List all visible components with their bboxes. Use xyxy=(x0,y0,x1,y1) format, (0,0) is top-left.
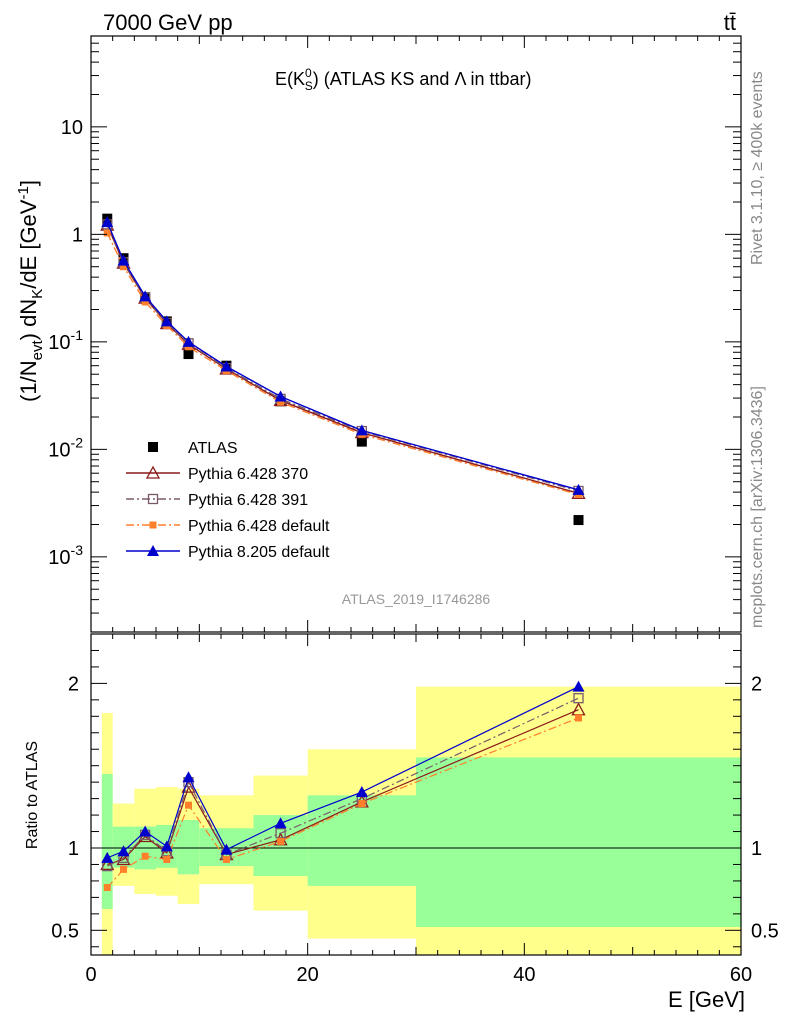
legend: ATLAS Pythia 6.428 370 Pythia 6.428 391 Pyt… xyxy=(126,440,330,561)
point-pythia-8-205-default xyxy=(101,216,114,228)
ratio-point-pythia-8-205-default xyxy=(220,843,233,855)
ratio-uncertainty-bands xyxy=(101,686,741,955)
series-line-pythia-6-428-default xyxy=(106,232,579,496)
legend-label-atlas: ATLAS xyxy=(188,440,238,457)
ratio-point-pythia-6-428-391 xyxy=(275,828,286,839)
x-tick-label: 20 xyxy=(297,964,319,986)
ratio-y-tick-label: 2 xyxy=(68,673,79,695)
ratio-point-pythia-6-428-default xyxy=(141,852,149,860)
point-pythia-8-205-default xyxy=(355,424,368,436)
ratio-point-pythia-6-428-default xyxy=(163,856,171,864)
ratio-plot xyxy=(91,680,741,892)
xlabel: E [GeV] xyxy=(668,987,745,1012)
point-pythia-8-205-default xyxy=(274,390,287,402)
legend-label-pythia-6-428-default: Pythia 6.428 default xyxy=(188,518,330,535)
y-tick-label: 10 xyxy=(61,117,83,139)
ratio-point-pythia-8-205-default xyxy=(274,817,287,829)
ratio-point-pythia-6-428-default xyxy=(575,714,582,722)
legend-marker-atlas xyxy=(148,442,158,452)
y-tick-label: 10-3 xyxy=(48,542,83,569)
ratio-y-tick-label: 0.5 xyxy=(51,920,79,942)
legend-marker-pythia-6-428-391 xyxy=(147,493,159,505)
legend-marker-pythia-8-205-default xyxy=(147,545,159,556)
legend-marker-pythia-6-428-370 xyxy=(145,465,161,479)
ratio-point-pythia-8-205-default xyxy=(160,840,173,852)
ratio-band-inner xyxy=(177,820,200,875)
point-pythia-8-205-default xyxy=(117,254,130,266)
ratio-point-pythia-6-428-default xyxy=(103,884,111,892)
point-pythia-8-205-default xyxy=(182,335,195,347)
x-tick-label: 0 xyxy=(85,964,96,986)
ratio-ylabel: Ratio to ATLAS xyxy=(24,741,41,849)
ratio-band-inner xyxy=(307,795,416,886)
ratio-band-inner xyxy=(416,757,741,928)
point-atlas xyxy=(573,515,584,526)
rivet-label: Rivet 3.1.10, ≥ 400k events xyxy=(749,71,766,265)
point-atlas xyxy=(356,436,367,447)
ratio-point-pythia-8-205-default xyxy=(572,680,585,692)
x-tick-label: 40 xyxy=(513,964,535,986)
series-line-pythia-6-428-391 xyxy=(106,224,579,492)
ratio-y-tick-label-right: 0.5 xyxy=(751,920,779,942)
point-pythia-8-205-default xyxy=(160,315,173,327)
ratio-point-pythia-8-205-default xyxy=(101,851,114,863)
point-pythia-6-428-default xyxy=(277,398,285,406)
y-tick-label: 10-1 xyxy=(48,327,83,354)
y-tick-label: 10-2 xyxy=(48,434,83,461)
ratio-point-pythia-6-428-default xyxy=(185,801,192,809)
y-tick-label: 1 xyxy=(72,224,83,246)
ratio-point-pythia-6-428-default xyxy=(120,865,127,873)
legend-label-pythia-6-428-370: Pythia 6.428 370 xyxy=(188,466,308,483)
ratio-point-pythia-6-428-370 xyxy=(116,852,131,866)
analysis-label: ATLAS_2019_I1746286 xyxy=(342,591,491,607)
ratio-y-tick-label-right: 2 xyxy=(751,673,762,695)
legend-label-pythia-8-205-default: Pythia 8.205 default xyxy=(188,544,330,561)
point-pythia-6-428-default xyxy=(103,229,111,237)
x-tick-label: 60 xyxy=(730,964,752,986)
ratio-point-pythia-8-205-default xyxy=(139,825,152,837)
point-pythia-8-205-default xyxy=(220,360,233,372)
ratio-band-inner xyxy=(101,773,113,909)
ratio-y-tick-label-right: 1 xyxy=(751,838,762,860)
ratio-point-pythia-6-428-default xyxy=(277,837,285,845)
ratio-point-pythia-8-205-default xyxy=(117,845,130,857)
legend-label-pythia-6-428-391: Pythia 6.428 391 xyxy=(188,492,308,509)
main-ylabel: (1/Nevt) dNK/dE [GeV-1] xyxy=(15,180,46,402)
ratio-point-pythia-6-428-default xyxy=(358,800,366,808)
main-frame xyxy=(90,35,742,633)
ratio-point-pythia-8-205-default xyxy=(182,771,195,783)
series-line-pythia-6-428-370 xyxy=(106,224,579,494)
point-pythia-8-205-default xyxy=(139,290,152,302)
ratio-point-pythia-6-428-391 xyxy=(573,693,584,704)
point-atlas xyxy=(183,349,194,360)
plot-title: E(K0 S) (ATLAS KS and Λ in ttbar) xyxy=(275,66,532,93)
header-right-label: tt̄ xyxy=(724,10,736,35)
plot-frames: 0 20 40 60 10-3 10-2 10-1 1 10 0.5 0.5 1 1 2 2 xyxy=(48,35,779,986)
ratio-point-pythia-6-428-default xyxy=(222,856,230,864)
series-line-pythia-8-205-default xyxy=(106,221,579,491)
header-left-label: 7000 GeV pp xyxy=(103,10,233,35)
main-plot xyxy=(100,213,586,526)
mcplots-label: mcplots.cern.ch [arXiv:1306.3436] xyxy=(749,386,766,628)
ratio-point-pythia-8-205-default xyxy=(355,786,368,798)
point-pythia-6-428-default xyxy=(141,298,149,306)
legend-marker-pythia-6-428-default xyxy=(149,521,157,529)
point-pythia-6-428-default xyxy=(120,263,127,271)
ratio-y-tick-label: 1 xyxy=(68,838,79,860)
point-pythia-8-205-default xyxy=(572,483,585,495)
